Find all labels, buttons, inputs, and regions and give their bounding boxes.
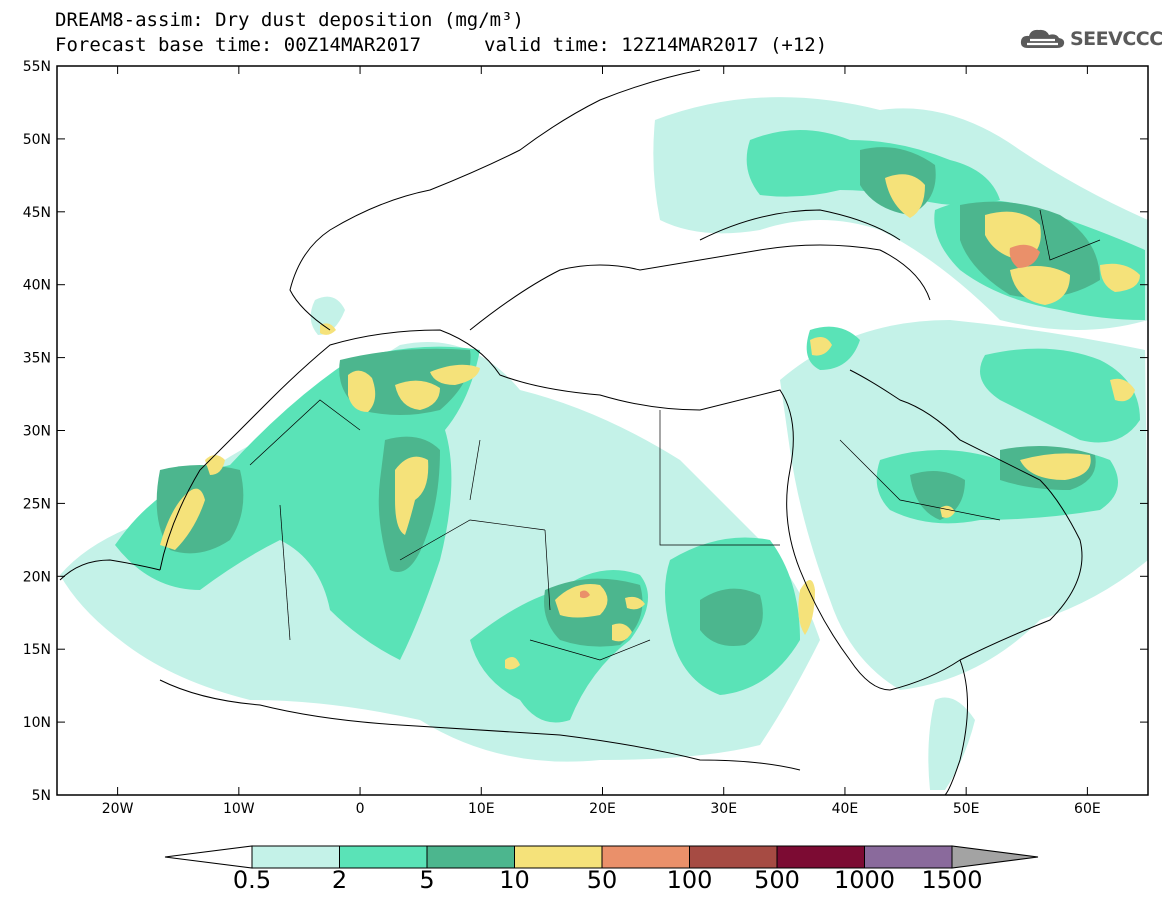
colorbar-label: 10 xyxy=(499,866,530,894)
colorbar-label: 100 xyxy=(666,866,713,894)
logo-text: SEEVCCC xyxy=(1070,28,1163,50)
colorbar-above-arrow xyxy=(951,845,1039,869)
lat-tick-label: 5N xyxy=(32,788,51,804)
colorbar-label: 5 xyxy=(419,866,435,894)
colorbar-label: 500 xyxy=(754,866,800,894)
level-10 xyxy=(160,174,1140,670)
latitude-axis: 5N 10N 15N 20N 25N 30N 35N 40N 45N 50N 55N xyxy=(23,59,1148,804)
colorbar-segment xyxy=(601,845,690,869)
lat-tick-label: 15N xyxy=(23,642,51,658)
colorbar-segment xyxy=(776,845,865,869)
lat-tick-label: 45N xyxy=(23,205,51,221)
lat-tick-label: 35N xyxy=(23,351,51,367)
lon-tick-label: 40E xyxy=(832,801,859,817)
longitude-axis: 20W 10W 0 10E 20E 30E 40E 50E 60E xyxy=(102,66,1101,817)
lat-tick-label: 30N xyxy=(23,424,51,440)
lon-tick-label: 10E xyxy=(468,801,495,817)
lat-tick-label: 40N xyxy=(23,278,51,294)
lat-tick-label: 55N xyxy=(23,59,51,75)
valid-time: valid time: 12Z14MAR2017 (+12) xyxy=(484,34,828,56)
lon-tick-label: 60E xyxy=(1074,801,1101,817)
chart-title: DREAM8-assim: Dry dust deposition (mg/m³… xyxy=(55,9,524,31)
colorbar-label: 1000 xyxy=(833,866,896,894)
coastlines xyxy=(59,69,1083,795)
lat-tick-label: 25N xyxy=(23,496,51,512)
colorbar-label: 1500 xyxy=(921,866,983,894)
lat-tick-label: 10N xyxy=(23,715,51,731)
lon-tick-label: 50E xyxy=(953,801,980,817)
forecast-base-time: Forecast base time: 00Z14MAR2017 xyxy=(55,34,422,56)
lat-tick-label: 20N xyxy=(23,569,51,585)
seevccc-logo: SEEVCCC xyxy=(1018,26,1163,52)
colorbar-segment xyxy=(864,845,953,869)
lat-tick-label: 50N xyxy=(23,132,51,148)
lon-tick-label: 30E xyxy=(710,801,737,817)
colorbar-segment xyxy=(689,845,778,869)
lon-tick-label: 20W xyxy=(102,801,134,817)
cloud-logo-icon xyxy=(1020,29,1065,48)
lon-tick-label: 10W xyxy=(223,801,255,817)
colorbar xyxy=(164,845,1039,869)
colorbar-segment xyxy=(339,845,428,869)
colorbar-label: 2 xyxy=(331,866,348,894)
colorbar-label: 50 xyxy=(586,866,618,894)
colorbar-below-arrow xyxy=(164,845,253,869)
borders xyxy=(249,209,1101,661)
colorbar-segment xyxy=(251,845,340,869)
colorbar-label: 0.5 xyxy=(232,866,272,894)
deposition-field xyxy=(59,69,1148,795)
lon-tick-label: 20E xyxy=(589,801,616,817)
level-50 xyxy=(580,244,1040,599)
colorbar-segment xyxy=(426,845,515,869)
lon-tick-label: 0 xyxy=(356,801,365,817)
colorbar-segment xyxy=(514,845,603,869)
